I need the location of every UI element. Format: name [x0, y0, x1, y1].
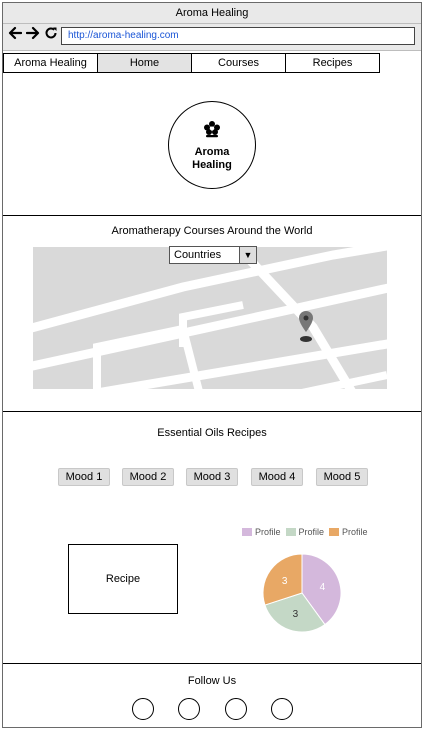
nav-brand[interactable]: Aroma Healing [3, 53, 98, 73]
legend-swatch-2 [285, 528, 296, 536]
legend-label-3: Profile [342, 527, 368, 537]
legend-label-2: Profile [298, 527, 325, 537]
social-link-1[interactable] [132, 698, 154, 720]
mood-button-3[interactable]: Mood 3 [186, 468, 238, 486]
nav-courses[interactable]: Courses [191, 53, 286, 73]
map-pin-icon[interactable] [297, 309, 315, 343]
pie-label-2: 3 [293, 609, 299, 620]
url-input[interactable]: http://aroma-healing.com [61, 27, 415, 45]
chevron-down-icon[interactable]: ▼ [239, 247, 256, 263]
mood-button-5[interactable]: Mood 5 [316, 468, 368, 486]
logo: Aroma Healing [168, 101, 256, 189]
follow-us-title: Follow Us [187, 675, 237, 687]
legend-label-1: Profile [255, 527, 281, 537]
mood-button-4[interactable]: Mood 4 [251, 468, 303, 486]
profile-pie-chart: 4 3 3 [262, 553, 342, 633]
divider-3 [3, 663, 421, 664]
legend-swatch-1 [242, 528, 252, 536]
logo-line1: Aroma [194, 146, 230, 158]
courses-title: Aromatherapy Courses Around the World [111, 225, 313, 237]
map-streets [33, 247, 387, 389]
pie-slice-1 [301, 553, 342, 626]
world-map[interactable] [33, 247, 387, 389]
social-link-4[interactable] [271, 698, 293, 720]
mood-button-2[interactable]: Mood 2 [122, 468, 174, 486]
social-link-3[interactable] [225, 698, 247, 720]
window-title: Aroma Healing [3, 3, 421, 24]
flower-icon [204, 121, 220, 138]
nav-recipes[interactable]: Recipes [285, 53, 380, 73]
countries-select-value: Countries [174, 249, 222, 261]
nav-home[interactable]: Home [97, 53, 192, 73]
back-icon[interactable] [7, 26, 23, 46]
countries-select[interactable]: Countries ▼ [169, 246, 257, 264]
recipes-title: Essential Oils Recipes [157, 427, 267, 439]
top-nav: Aroma Healing Home Courses Recipes [3, 53, 380, 73]
logo-line2: Healing [192, 159, 232, 171]
pie-label-1: 4 [320, 582, 326, 593]
divider-1 [3, 215, 421, 216]
mood-button-1[interactable]: Mood 1 [58, 468, 110, 486]
browser-window: Aroma Healing http://aroma-healing.com A… [2, 2, 422, 728]
reload-icon[interactable] [43, 26, 59, 46]
logo-text: Aroma Healing [169, 146, 255, 172]
pie-label-3: 3 [282, 576, 288, 587]
divider-2 [3, 411, 421, 412]
pie-slice-3 [262, 553, 303, 606]
pie-slice-2 [264, 592, 326, 633]
recipe-card[interactable]: Recipe [68, 544, 178, 614]
browser-toolbar: http://aroma-healing.com [3, 24, 421, 51]
legend-swatch-3 [329, 528, 340, 536]
forward-icon[interactable] [25, 26, 41, 46]
social-link-2[interactable] [178, 698, 200, 720]
chart-legend: Profile Profile Profile [242, 526, 368, 538]
